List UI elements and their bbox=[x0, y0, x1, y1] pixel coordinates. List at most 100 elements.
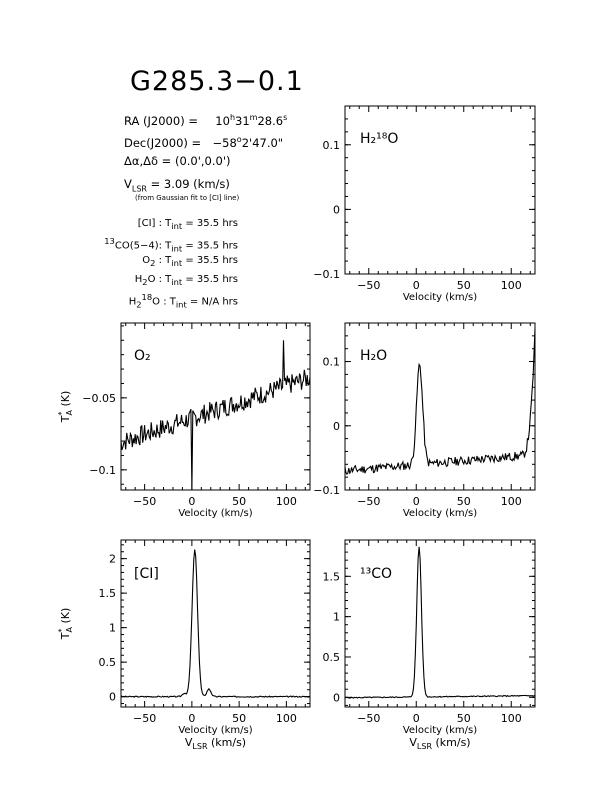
y-tick-label: 1 bbox=[333, 611, 340, 624]
spectrum-line bbox=[345, 546, 535, 699]
x-tick-label: −50 bbox=[357, 712, 380, 725]
int-value: = 35.5 hrs bbox=[185, 218, 238, 229]
panel-label: [CI] bbox=[134, 566, 159, 582]
int-label: H bbox=[134, 274, 143, 285]
x-tick-label: 100 bbox=[276, 495, 297, 508]
x-tick-label: 0 bbox=[413, 712, 420, 725]
x-tick-label: 50 bbox=[457, 279, 471, 292]
ra-hours: 10 bbox=[215, 113, 230, 128]
y-tick-label: 0 bbox=[109, 691, 116, 704]
x-tick-label: 50 bbox=[457, 712, 471, 725]
ra-label: RA (J2000) = bbox=[124, 113, 198, 128]
x-tick-label: 0 bbox=[188, 712, 195, 725]
offset-line: Δα,Δδ = (0.0',0.0') bbox=[124, 154, 231, 168]
y-axis-label: T*A (K) bbox=[57, 391, 74, 424]
int-value: = 35.5 hrs bbox=[185, 255, 238, 266]
chart-13co: −50 0 50 100 0 0.5 1 1.5 Velocity (km/s)VLSR (km… bbox=[323, 539, 536, 751]
x-tick-label: −50 bbox=[357, 495, 380, 508]
int-row-ci: [CI] : Tint = 35.5 hrs bbox=[137, 218, 238, 231]
x-axis-label: Velocity (km/s) bbox=[403, 725, 477, 736]
x-tick-label: 0 bbox=[413, 279, 420, 292]
plot-frame bbox=[344, 322, 536, 491]
vlsr-sub: LSR bbox=[131, 184, 147, 194]
chart-ci: −50 0 50 100 0 0.5 1 1.5 2 Velocity (km/s)VLSR (k… bbox=[57, 539, 311, 751]
x-tick-label: 0 bbox=[413, 495, 420, 508]
int-row-h218o: H218O : Tint = N/A hrs bbox=[128, 292, 238, 310]
int-value: = 35.5 hrs bbox=[185, 274, 238, 285]
chart-h218o: −50 0 50 100 −0.1 0 0.1 Velocity (km/s) H₂¹⁸O bbox=[313, 105, 536, 303]
vlsr-label: V bbox=[124, 177, 132, 191]
y-tick-label: −0.1 bbox=[89, 464, 116, 477]
int-value: = 35.5 hrs bbox=[185, 240, 238, 252]
dec-arcsec: 47.0 bbox=[252, 135, 278, 150]
x-tick-label: 100 bbox=[501, 279, 522, 292]
y-tick-label: 0.5 bbox=[323, 651, 341, 664]
y-tick-label: 0.1 bbox=[323, 139, 341, 152]
int-row-o2: O2 : Tint = 35.5 hrs bbox=[142, 255, 238, 268]
x-axis-label: Velocity (km/s) bbox=[403, 508, 477, 519]
ra-line: RA (J2000) = 10h31m28.6s bbox=[124, 113, 288, 128]
page-title: G285.3−0.1 bbox=[130, 66, 304, 97]
int-label: CO(5−4): bbox=[114, 240, 162, 252]
x-axis-label-vlsr: VLSR (km/s) bbox=[409, 736, 470, 751]
x-tick-label: −50 bbox=[357, 279, 380, 292]
x-axis-label: Velocity (km/s) bbox=[178, 725, 252, 736]
spectrum-line bbox=[345, 328, 535, 476]
dec-line: Dec(J2000) = −58o2'47.0" bbox=[124, 135, 284, 150]
panel-label: H₂O bbox=[360, 348, 387, 364]
int-row-h2o: H2O : Tint = 35.5 hrs bbox=[134, 274, 238, 287]
vlsr-value: = 3.09 (km/s) bbox=[150, 177, 230, 191]
y-tick-label: 0 bbox=[333, 203, 340, 216]
vlsr-line: VLSR = 3.09 (km/s) bbox=[124, 177, 230, 194]
y-tick-label: −0.1 bbox=[313, 268, 340, 281]
x-tick-label: −50 bbox=[133, 712, 156, 725]
y-tick-label: −0.05 bbox=[82, 392, 116, 405]
x-tick-label: 0 bbox=[188, 495, 195, 508]
x-tick-label: 50 bbox=[457, 495, 471, 508]
y-axis-label: T*A (K) bbox=[57, 608, 74, 641]
y-tick-label: 0.1 bbox=[323, 356, 341, 369]
spectrum-line bbox=[121, 340, 310, 490]
int-label: O bbox=[142, 255, 151, 266]
x-tick-label: −50 bbox=[133, 495, 156, 508]
offset-label: Δα,Δδ = bbox=[124, 154, 172, 168]
x-tick-label: 100 bbox=[501, 495, 522, 508]
spectrum-line bbox=[121, 549, 310, 698]
plot-frame bbox=[344, 105, 536, 275]
y-tick-label: 0 bbox=[333, 691, 340, 704]
x-tick-label: 50 bbox=[232, 712, 246, 725]
y-tick-label: 0 bbox=[333, 420, 340, 433]
x-axis-label-vlsr: VLSR (km/s) bbox=[185, 736, 246, 751]
y-tick-label: 0.5 bbox=[99, 656, 117, 669]
int-label: H bbox=[128, 296, 137, 308]
dec-label: Dec(J2000) = bbox=[124, 135, 202, 150]
ra-seconds: 28.6 bbox=[257, 113, 284, 128]
y-tick-label: −0.1 bbox=[313, 484, 340, 497]
panel-label: H₂¹⁸O bbox=[360, 131, 398, 147]
int-label: [CI] : bbox=[137, 218, 162, 229]
int-value: = N/A hrs bbox=[189, 296, 238, 308]
x-tick-label: 100 bbox=[276, 712, 297, 725]
panel-label: O₂ bbox=[134, 348, 151, 364]
x-axis-label: Velocity (km/s) bbox=[403, 292, 477, 303]
y-tick-label: 2 bbox=[109, 553, 116, 566]
plot-frame bbox=[120, 322, 311, 491]
plot-frame bbox=[120, 539, 311, 708]
x-tick-label: 100 bbox=[501, 712, 522, 725]
x-tick-label: 50 bbox=[232, 495, 246, 508]
offset-value: (0.0',0.0') bbox=[174, 154, 231, 168]
ra-minutes: 31 bbox=[235, 113, 250, 128]
plot-frame bbox=[344, 539, 536, 708]
y-tick-label: 1.5 bbox=[323, 570, 341, 583]
dec-degrees: −58 bbox=[212, 135, 237, 150]
chart-o2: −50 0 50 100 −0.1 −0.05 Velocity (km/s) T*A (K)… bbox=[57, 322, 311, 519]
x-axis-label: Velocity (km/s) bbox=[178, 508, 252, 519]
panel-label: ¹³CO bbox=[360, 566, 392, 582]
dec-arcmin: 2 bbox=[241, 135, 250, 150]
chart-h2o: −50 0 50 100 −0.1 0 0.1 Velocity (km/s) H₂O bbox=[313, 322, 536, 519]
y-tick-label: 1 bbox=[109, 622, 116, 635]
int-row-13co: 13CO(5−4): Tint = 35.5 hrs bbox=[104, 236, 238, 254]
y-tick-label: 1.5 bbox=[99, 587, 117, 600]
vlsr-note: (from Gaussian fit to [CI] line) bbox=[135, 194, 240, 202]
